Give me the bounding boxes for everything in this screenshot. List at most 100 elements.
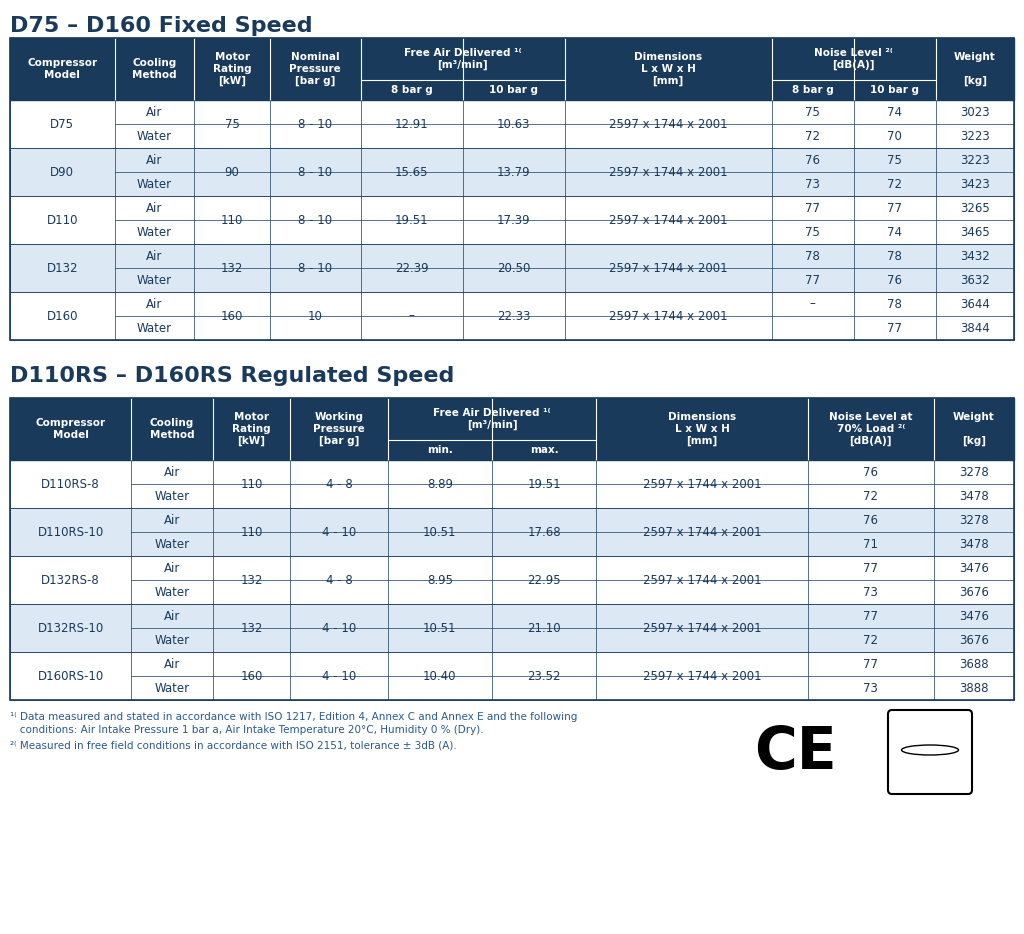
Text: 10 bar g: 10 bar g bbox=[489, 85, 539, 95]
Text: Air: Air bbox=[146, 202, 163, 215]
Bar bbox=[10, 398, 1014, 460]
Text: EN 29001: EN 29001 bbox=[909, 770, 950, 779]
Text: 75: 75 bbox=[887, 153, 902, 166]
Text: 132: 132 bbox=[221, 262, 244, 275]
Text: 12.91: 12.91 bbox=[394, 118, 428, 131]
Text: Noise Level at
70% Load ²⁽
[dB(A)]: Noise Level at 70% Load ²⁽ [dB(A)] bbox=[829, 412, 912, 446]
Text: 2597 x 1744 x 2001: 2597 x 1744 x 2001 bbox=[643, 573, 761, 587]
Bar bbox=[10, 100, 1014, 148]
Text: 4 - 10: 4 - 10 bbox=[322, 526, 356, 539]
Text: 3223: 3223 bbox=[959, 153, 989, 166]
Text: conditions: Air Intake Pressure 1 bar a, Air Intake Temperature 20°C, Humidity 0: conditions: Air Intake Pressure 1 bar a,… bbox=[10, 725, 483, 735]
Text: 19.51: 19.51 bbox=[527, 477, 561, 490]
Bar bbox=[10, 652, 1014, 700]
Text: –: – bbox=[810, 298, 815, 310]
Text: 3223: 3223 bbox=[959, 130, 989, 143]
Text: Air: Air bbox=[164, 610, 180, 622]
Text: 22.95: 22.95 bbox=[527, 573, 561, 587]
Text: 10 bar g: 10 bar g bbox=[870, 85, 920, 95]
Text: DIN ISO 9001/: DIN ISO 9001/ bbox=[900, 761, 959, 771]
Text: Water: Water bbox=[155, 586, 189, 599]
Text: Air: Air bbox=[164, 465, 180, 478]
Text: 160: 160 bbox=[221, 309, 244, 322]
Text: 4 - 8: 4 - 8 bbox=[326, 573, 352, 587]
Text: Water: Water bbox=[155, 682, 189, 695]
Text: Free Air Delivered ¹⁽
[m³/min]: Free Air Delivered ¹⁽ [m³/min] bbox=[433, 408, 551, 430]
Text: min.: min. bbox=[427, 445, 453, 455]
Bar bbox=[10, 148, 1014, 196]
Text: Water: Water bbox=[137, 274, 172, 287]
Text: 70: 70 bbox=[887, 130, 902, 143]
Text: 8 - 10: 8 - 10 bbox=[298, 262, 333, 275]
Text: Dimensions
L x W x H
[mm]: Dimensions L x W x H [mm] bbox=[634, 52, 702, 86]
Text: 10.51: 10.51 bbox=[423, 621, 457, 634]
Text: 13.79: 13.79 bbox=[497, 165, 530, 178]
Text: 160: 160 bbox=[241, 670, 263, 683]
Text: 8.89: 8.89 bbox=[427, 477, 453, 490]
Text: D110RS-8: D110RS-8 bbox=[41, 477, 100, 490]
Text: 2597 x 1744 x 2001: 2597 x 1744 x 2001 bbox=[609, 262, 728, 275]
Text: 3265: 3265 bbox=[959, 202, 989, 215]
Text: 3432: 3432 bbox=[959, 249, 989, 262]
Text: Free Air Delivered ¹⁽
[m³/min]: Free Air Delivered ¹⁽ [m³/min] bbox=[403, 48, 521, 70]
Text: 110: 110 bbox=[241, 477, 263, 490]
Text: D132RS-10: D132RS-10 bbox=[38, 621, 103, 634]
Text: 2597 x 1744 x 2001: 2597 x 1744 x 2001 bbox=[643, 621, 761, 634]
Text: 3278: 3278 bbox=[959, 465, 989, 478]
Text: 77: 77 bbox=[805, 274, 820, 287]
Text: Air: Air bbox=[146, 249, 163, 262]
Text: 20.50: 20.50 bbox=[497, 262, 530, 275]
Text: 4 - 8: 4 - 8 bbox=[326, 477, 352, 490]
Text: D110: D110 bbox=[46, 214, 78, 227]
Text: D160RS-10: D160RS-10 bbox=[38, 670, 103, 683]
Text: 3023: 3023 bbox=[959, 106, 989, 119]
Text: 3423: 3423 bbox=[959, 177, 989, 191]
Text: 10.63: 10.63 bbox=[497, 118, 530, 131]
Text: Cooling
Method: Cooling Method bbox=[150, 418, 195, 440]
Text: 110: 110 bbox=[241, 526, 263, 539]
Text: 2597 x 1744 x 2001: 2597 x 1744 x 2001 bbox=[609, 214, 728, 227]
Text: 8 bar g: 8 bar g bbox=[792, 85, 834, 95]
Text: Weight

[kg]: Weight [kg] bbox=[954, 52, 995, 86]
Bar bbox=[10, 398, 1014, 700]
Text: 72: 72 bbox=[805, 130, 820, 143]
Bar bbox=[10, 604, 1014, 652]
Text: 74: 74 bbox=[887, 106, 902, 119]
Text: 8 - 10: 8 - 10 bbox=[298, 214, 333, 227]
Text: 4 - 10: 4 - 10 bbox=[322, 670, 356, 683]
Text: Air: Air bbox=[146, 298, 163, 310]
Text: 4 - 10: 4 - 10 bbox=[322, 621, 356, 634]
Text: 3476: 3476 bbox=[959, 561, 989, 574]
Bar bbox=[10, 244, 1014, 292]
Text: 132: 132 bbox=[241, 621, 263, 634]
Text: Water: Water bbox=[137, 130, 172, 143]
Text: D110RS – D160RS Regulated Speed: D110RS – D160RS Regulated Speed bbox=[10, 366, 455, 386]
Text: 78: 78 bbox=[887, 249, 902, 262]
Text: 3676: 3676 bbox=[959, 633, 989, 646]
Text: 110: 110 bbox=[221, 214, 244, 227]
Text: TÜV: TÜV bbox=[912, 723, 947, 738]
Text: 10.40: 10.40 bbox=[423, 670, 457, 683]
Text: 75: 75 bbox=[224, 118, 240, 131]
Text: 2597 x 1744 x 2001: 2597 x 1744 x 2001 bbox=[643, 526, 761, 539]
Text: ¹⁽ Data measured and stated in accordance with ISO 1217, Edition 4, Annex C and : ¹⁽ Data measured and stated in accordanc… bbox=[10, 712, 578, 722]
Text: 10.51: 10.51 bbox=[423, 526, 457, 539]
Text: 77: 77 bbox=[805, 202, 820, 215]
Text: CERT: CERT bbox=[908, 743, 951, 757]
Text: Working
Pressure
[bar g]: Working Pressure [bar g] bbox=[313, 412, 365, 446]
Text: 3844: 3844 bbox=[959, 321, 989, 334]
Text: Certificate: 5188: Certificate: 5188 bbox=[898, 777, 963, 786]
Text: Motor
Rating
[kW]: Motor Rating [kW] bbox=[213, 52, 252, 86]
Text: D132: D132 bbox=[46, 262, 78, 275]
Text: D75 – D160 Fixed Speed: D75 – D160 Fixed Speed bbox=[10, 16, 312, 36]
Text: 8 - 10: 8 - 10 bbox=[298, 118, 333, 131]
Text: 72: 72 bbox=[863, 633, 879, 646]
Text: 2597 x 1744 x 2001: 2597 x 1744 x 2001 bbox=[643, 670, 761, 683]
Text: 77: 77 bbox=[887, 202, 902, 215]
Bar bbox=[10, 508, 1014, 556]
Text: 3632: 3632 bbox=[959, 274, 989, 287]
Text: 3465: 3465 bbox=[959, 225, 989, 238]
Bar bbox=[10, 292, 1014, 340]
Text: 2597 x 1744 x 2001: 2597 x 1744 x 2001 bbox=[609, 165, 728, 178]
Text: 2597 x 1744 x 2001: 2597 x 1744 x 2001 bbox=[643, 477, 761, 490]
